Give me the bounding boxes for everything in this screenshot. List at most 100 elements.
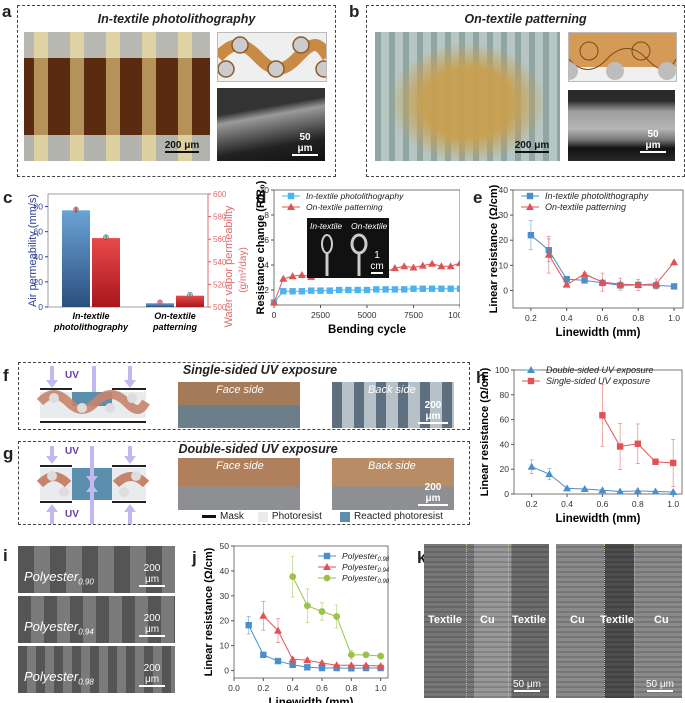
data-point bbox=[428, 285, 436, 292]
data-point bbox=[581, 277, 588, 284]
data-point bbox=[332, 661, 341, 669]
data-point bbox=[274, 657, 282, 665]
wave-schematic bbox=[218, 36, 326, 78]
panel-label-f: f bbox=[3, 366, 9, 385]
panel-label-e: e bbox=[473, 188, 483, 207]
scale-label: 200 μm bbox=[164, 140, 200, 151]
scale-label: 200 μm bbox=[514, 140, 550, 151]
data-point bbox=[362, 661, 370, 669]
x-tick-label: 0.2 bbox=[525, 313, 537, 323]
data-point bbox=[669, 459, 677, 467]
data-point bbox=[428, 259, 437, 267]
data-point bbox=[354, 286, 361, 294]
data-point bbox=[303, 656, 312, 664]
data-point bbox=[303, 602, 311, 610]
data-point bbox=[245, 622, 252, 629]
x-tick-label: 0.4 bbox=[287, 683, 299, 693]
scale-bar: 1 cm bbox=[368, 250, 386, 274]
data-point bbox=[599, 412, 606, 419]
data-point bbox=[651, 487, 660, 495]
single-sided-back-photo: Back side 200 μm bbox=[332, 382, 454, 428]
x-tick-label: 5000 bbox=[358, 310, 377, 320]
polyester-sem-image: Polyester0.90 200 μm bbox=[18, 546, 175, 593]
panel-a-title: In-textile photolithography bbox=[97, 12, 256, 26]
y-axis-title: Linear resistance (Ω/cm) bbox=[488, 184, 500, 313]
data-point bbox=[419, 285, 426, 292]
data-point bbox=[318, 664, 326, 672]
x-tick-label: 2500 bbox=[311, 310, 330, 320]
scale-bar: 200 μm bbox=[514, 140, 550, 153]
region-label: Textile bbox=[428, 614, 463, 626]
legend-marker bbox=[527, 377, 535, 385]
x-tick-label: 10000 bbox=[448, 310, 460, 320]
x-tick-label: 1.0 bbox=[668, 313, 680, 323]
data-point bbox=[288, 655, 297, 663]
data-point bbox=[598, 278, 607, 286]
x-tick-label: 1.0 bbox=[667, 499, 679, 509]
data-point bbox=[298, 288, 306, 295]
in-textile-schematic bbox=[217, 32, 327, 82]
on-textile-micrograph: 200 μm bbox=[375, 32, 560, 161]
legend-marker bbox=[527, 366, 535, 373]
panel-g-frame bbox=[18, 441, 470, 525]
single-sided-face-photo: Face side bbox=[178, 382, 300, 428]
x-tick-label: 0.8 bbox=[345, 683, 357, 693]
data-point bbox=[598, 486, 607, 494]
y-tick-label: 0 bbox=[38, 302, 43, 312]
data-point bbox=[259, 611, 268, 619]
y-tick-label: 60 bbox=[34, 227, 44, 237]
category-label: patterning bbox=[152, 322, 198, 332]
legend-subscript: 0.98 bbox=[377, 557, 389, 563]
x-tick-label: 0.2 bbox=[257, 683, 269, 693]
x-axis-title: Linewidth (mm) bbox=[556, 327, 641, 339]
data-point bbox=[527, 462, 536, 470]
mask-swatch bbox=[202, 515, 216, 518]
data-point bbox=[274, 626, 282, 634]
legend-label: Polyester0.90 bbox=[342, 573, 390, 585]
panel-g-title: Double-sided UV exposure bbox=[178, 442, 338, 456]
y-tick-label: 10 bbox=[220, 641, 230, 651]
boundary-line bbox=[604, 544, 605, 698]
data-point bbox=[347, 651, 355, 659]
data-point bbox=[260, 651, 267, 659]
on-textile-schematic bbox=[568, 32, 677, 82]
boundary-line bbox=[466, 544, 467, 698]
y-tick-label: 60 bbox=[500, 415, 510, 425]
scale-label: 200 μm bbox=[143, 663, 161, 685]
scale-bar: 200 μm bbox=[137, 563, 167, 587]
panel-label-d: d bbox=[256, 188, 267, 207]
data-point bbox=[527, 231, 535, 239]
schematic-legend: Mask Photoresist Reacted photoresist bbox=[202, 511, 443, 522]
data-point bbox=[652, 279, 661, 287]
scale-bar: 200 μm bbox=[416, 400, 450, 424]
y-tick-label: 40 bbox=[500, 439, 510, 449]
y-tick-label: 20 bbox=[499, 235, 509, 245]
chart-h-uv-exposure: 0.2 0.4 0.6 0.8 1.0 0 20 40 60 80 100 Linewidth (mm… bbox=[479, 365, 683, 525]
y-tick-label: 0 bbox=[224, 666, 229, 676]
boundary-line bbox=[508, 544, 509, 698]
chart-j-polyester: 0.0 0.2 0.4 0.6 0.8 1.0 0 10 20 30 40 50 Linewidth (… bbox=[203, 541, 390, 703]
y-tick-label: 30 bbox=[499, 210, 509, 220]
scale-bar: 200 μm bbox=[137, 663, 167, 687]
panel-a-frame bbox=[17, 5, 336, 177]
inset-label-on-textile: On-textile bbox=[351, 221, 388, 231]
bending-inset-photo: In-textile On-textile 1 cm bbox=[307, 218, 389, 278]
panel-label-i: i bbox=[3, 546, 8, 565]
data-point bbox=[382, 286, 389, 293]
y-tick-label: 30 bbox=[220, 591, 230, 601]
y-axis-title: Air permeability (mm/s) bbox=[27, 194, 39, 307]
single-sided-schematic bbox=[36, 366, 150, 423]
data-point bbox=[580, 270, 589, 278]
polyester-sem-image: Polyester0.94 200 μm bbox=[18, 596, 175, 643]
bar-water-vapor-permeability bbox=[176, 295, 204, 307]
legend-subscript: 0.94 bbox=[377, 568, 389, 574]
uv-label-bottom: UV bbox=[65, 509, 79, 520]
on-textile-sem-image: 50 μm bbox=[568, 90, 675, 161]
polyester-subscript: 0.90 bbox=[78, 578, 94, 587]
sem-pattern-right: Cu Textile Cu 50 μm bbox=[556, 544, 682, 698]
scale-bar: 200 μm bbox=[137, 613, 167, 637]
panel-label-j: j bbox=[192, 548, 197, 567]
data-point bbox=[446, 262, 455, 270]
data-point bbox=[616, 443, 624, 450]
panel-label-a: a bbox=[2, 2, 12, 21]
